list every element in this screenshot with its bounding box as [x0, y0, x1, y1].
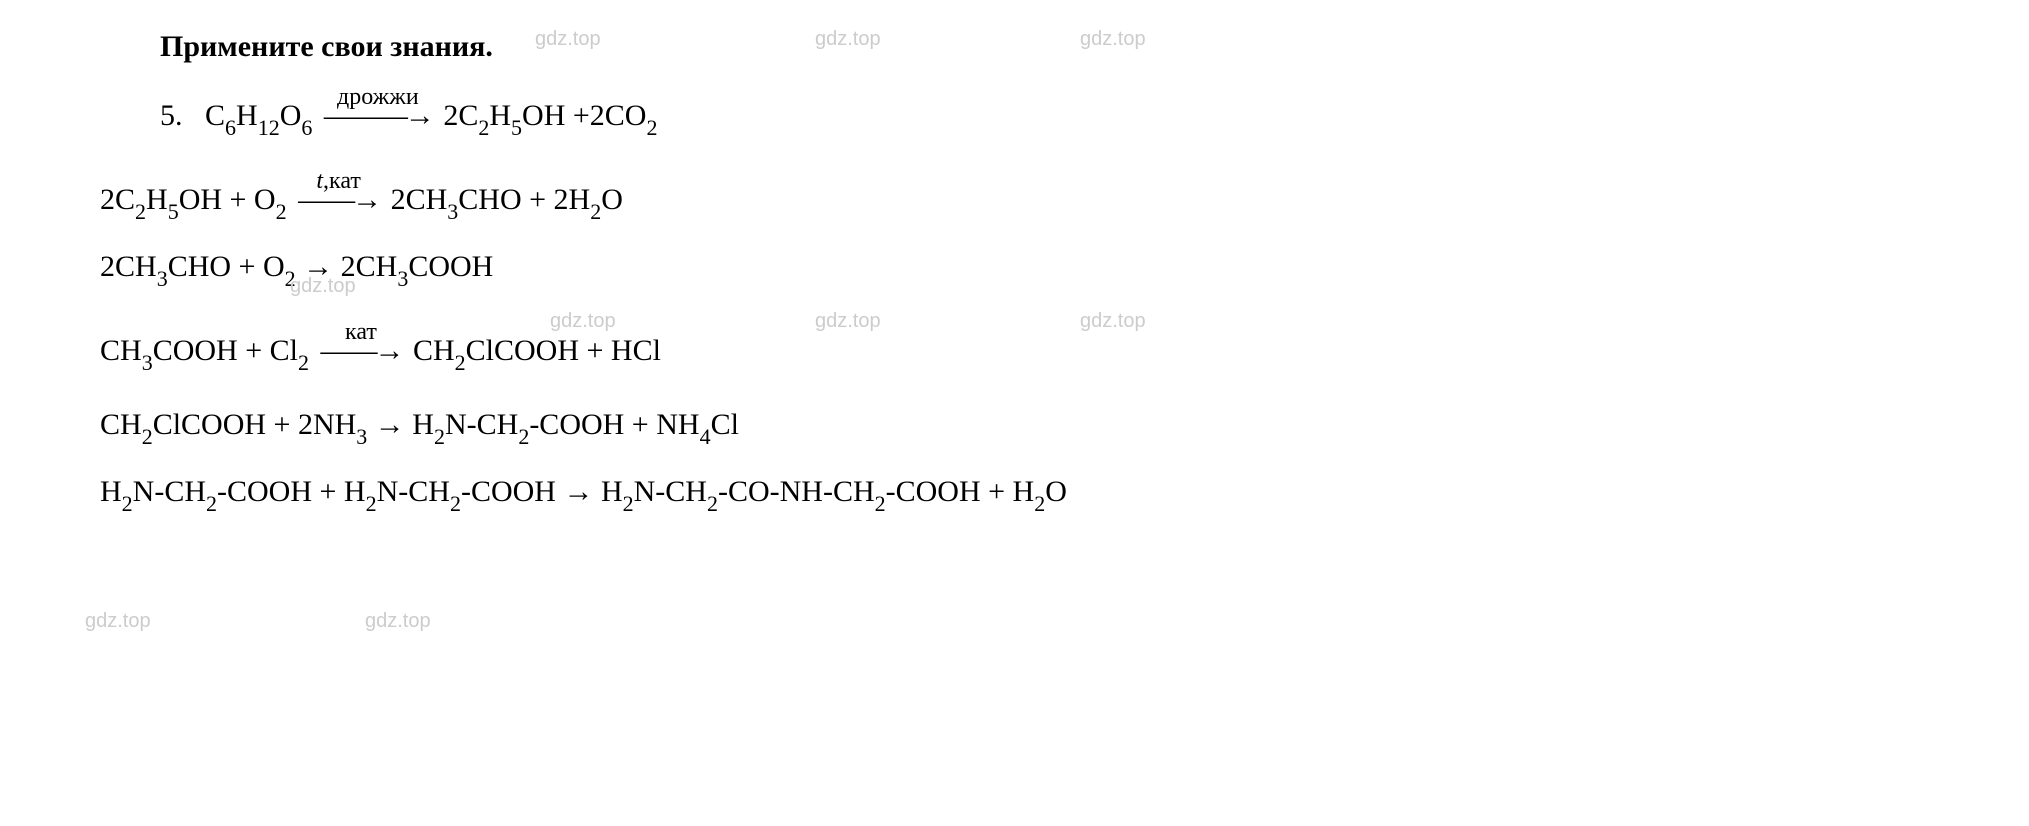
eq2-p2: H	[146, 183, 168, 216]
eq5-rs5: 4	[700, 424, 711, 449]
eq4-p0: CH	[100, 334, 142, 367]
eq1-rhs2: H	[489, 99, 511, 132]
eq1-sub2: 12	[258, 115, 280, 140]
eq2-r2: CHO + 2H	[458, 183, 590, 216]
eq3-r0: 2CH	[341, 250, 398, 283]
eq1-rhs-sub2: 5	[511, 115, 522, 140]
section-heading: Примените свои знания.	[160, 30, 1969, 64]
eq6-s3: 2	[206, 491, 217, 516]
eq4-arrow: кат ——→	[320, 334, 401, 368]
eq4-rs1: 2	[455, 350, 466, 375]
eq4-arrow-label: кат	[345, 319, 377, 346]
eq5-arrow: →	[375, 408, 413, 441]
eq5-p0: CH	[100, 408, 142, 441]
eq3-r2: COOH	[408, 250, 493, 283]
eq2-rs1: 3	[447, 199, 458, 224]
eq2-rs3: 2	[590, 199, 601, 224]
eq6-r6: -COOH + H	[886, 475, 1035, 508]
eq6-r8: O	[1045, 475, 1067, 508]
eq5-r2: N-CH	[445, 408, 518, 441]
eq3-rs1: 3	[397, 266, 408, 291]
eq2-s1: 2	[135, 199, 146, 224]
watermark-9: gdz.top	[365, 610, 431, 633]
eq4-s1: 3	[142, 350, 153, 375]
eq6-rs7: 2	[1034, 491, 1045, 516]
eq6-p8: -COOH	[461, 475, 556, 508]
eq1-lhs-c: C	[205, 99, 225, 132]
equation-4: CH3COOH + Cl2 кат ——→ CH2ClCOOH + HCl	[100, 334, 1969, 373]
eq5-rs3: 2	[518, 424, 529, 449]
eq2-r4: O	[601, 183, 623, 216]
eq6-arrow: →	[563, 475, 601, 508]
eq2-arrow: t,кат ——→	[298, 183, 379, 217]
eq2-arrow-label: t,кат	[316, 168, 361, 195]
watermark-6: gdz.top	[815, 310, 881, 333]
eq1-lhs-o: O	[280, 99, 302, 132]
eq2-s5: 2	[276, 199, 287, 224]
eq4-r0: CH	[413, 334, 455, 367]
equation-1: 5. C6H12O6 дрожжи ———→ 2C2H5OH +2CO2	[160, 99, 1969, 138]
watermark-8: gdz.top	[85, 610, 151, 633]
eq1-rhs-sub1: 2	[478, 115, 489, 140]
eq6-s7: 2	[450, 491, 461, 516]
eq3-p0: 2CH	[100, 250, 157, 283]
eq4-s3: 2	[298, 350, 309, 375]
eq6-s5: 2	[366, 491, 377, 516]
eq1-rhs3: OH +2CO	[522, 99, 646, 132]
eq6-p0: H	[100, 475, 122, 508]
eq1-lhs-h: H	[236, 99, 258, 132]
eq6-p6: N-CH	[377, 475, 450, 508]
eq2-p0: 2C	[100, 183, 135, 216]
eq2-kat: ,кат	[323, 168, 361, 194]
eq3-p2: CHO + O	[168, 250, 285, 283]
eq4-p2: COOH + Cl	[153, 334, 298, 367]
eq2-t-italic: t	[316, 168, 323, 194]
equation-5: CH2ClCOOH + 2NH3 → H2N-CH2-COOH + NH4Cl	[100, 408, 1969, 447]
eq3-arrow: →	[303, 250, 341, 283]
eq2-s3: 5	[168, 199, 179, 224]
watermark-5: gdz.top	[550, 310, 616, 333]
watermark-7: gdz.top	[1080, 310, 1146, 333]
eq6-rs1: 2	[623, 491, 634, 516]
eq6-rs5: 2	[875, 491, 886, 516]
eq5-p2: ClCOOH + 2NH	[153, 408, 357, 441]
eq6-rs3: 2	[707, 491, 718, 516]
eq2-p4: OH + O	[179, 183, 276, 216]
eq5-r4: -COOH + NH	[529, 408, 699, 441]
eq6-r0: H	[601, 475, 623, 508]
eq3-s3: 2	[285, 266, 296, 291]
eq1-arrow-label: дрожжи	[337, 84, 419, 111]
eq6-r2: N-CH	[634, 475, 707, 508]
eq1-rhs1: 2C	[443, 99, 478, 132]
eq3-s1: 3	[157, 266, 168, 291]
eq1-number: 5.	[160, 99, 183, 132]
eq1-rhs-sub3: 2	[646, 115, 657, 140]
equation-3: 2CH3CHO + O2 → 2CH3COOH	[100, 250, 1969, 289]
equation-6: H2N-CH2-COOH + H2N-CH2-COOH → H2N-CH2-CO…	[100, 475, 1969, 514]
eq6-p4: -COOH + H	[217, 475, 366, 508]
eq5-s3: 3	[356, 424, 367, 449]
eq6-s1: 2	[122, 491, 133, 516]
eq6-r4: -CO-NH-CH	[718, 475, 875, 508]
equation-2: 2C2H5OH + O2 t,кат ——→ 2CH3CHO + 2H2O	[100, 183, 1969, 222]
eq5-r6: Cl	[711, 408, 739, 441]
eq2-r0: 2CH	[391, 183, 448, 216]
eq1-arrow: дрожжи ———→	[324, 99, 432, 133]
eq5-rs1: 2	[434, 424, 445, 449]
eq1-sub3: 6	[301, 115, 312, 140]
eq1-sub1: 6	[225, 115, 236, 140]
eq6-p2: N-CH	[133, 475, 206, 508]
eq4-r2: ClCOOH + HCl	[466, 334, 661, 367]
eq5-r0: H	[412, 408, 434, 441]
eq5-s1: 2	[142, 424, 153, 449]
